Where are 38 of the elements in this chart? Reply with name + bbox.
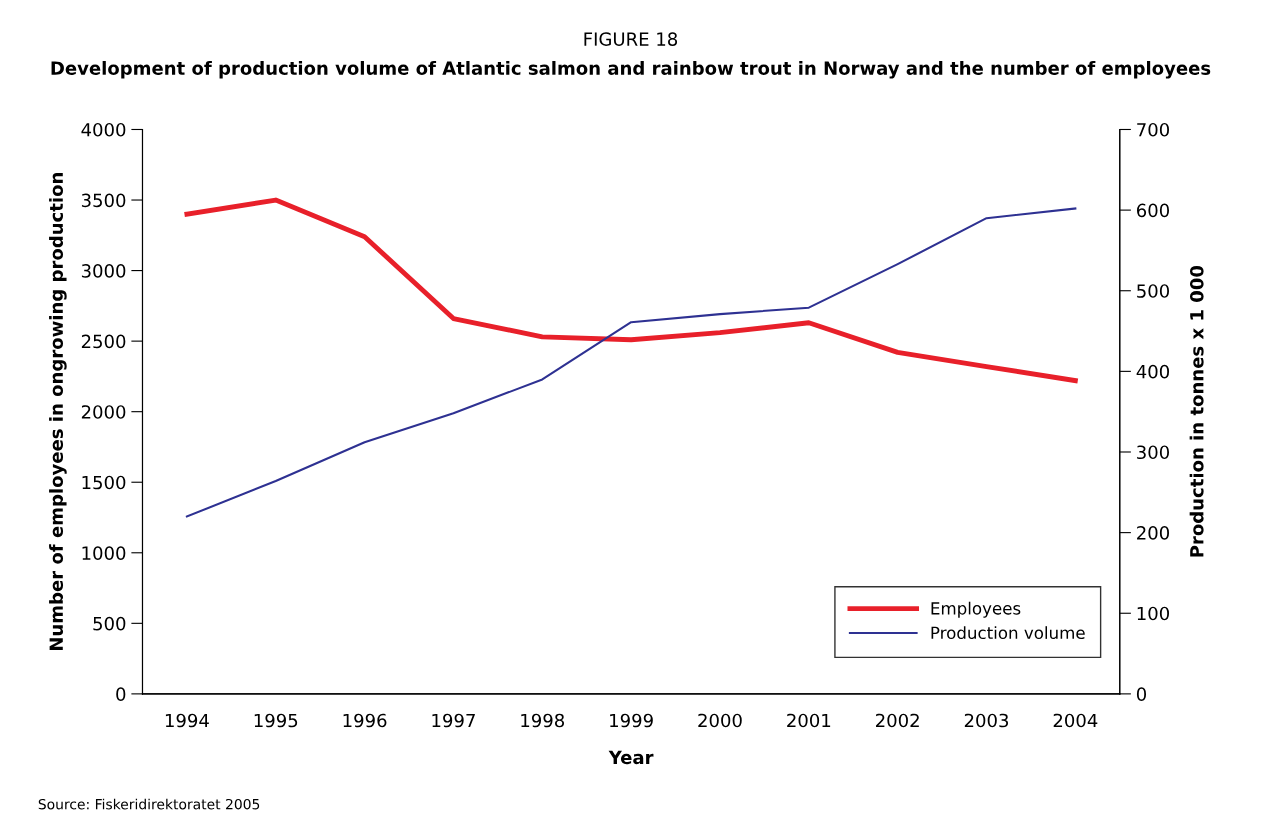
y-tick-label: 2000 [81,405,126,419]
x-tick-label: 1995 [254,713,298,728]
y2-axis-title: Production in tonnes x 1 000 [1189,265,1204,557]
y-tick-label: 0 [116,687,126,701]
x-tick-label: 2003 [964,713,1009,728]
y-tick-label: 1000 [82,546,126,560]
x-tick-label: 2004 [1053,713,1098,728]
y2-tick-label: 600 [1137,203,1169,218]
x-tick-label: 1998 [521,713,565,728]
y-tick-label: 500 [93,616,126,631]
line-series [184,197,1078,384]
x-tick-label: 2001 [787,713,831,728]
line-series [185,207,1077,518]
y2-tick-label: 0 [1136,687,1147,701]
x-tick-label: 2002 [876,713,919,728]
x-tick-label: 1996 [343,713,387,728]
x-tick-label: 1999 [610,713,653,728]
y-tick-label: 4000 [81,122,126,137]
chart-title: FIGURE 18 [584,32,678,46]
y2-tick-label: 100 [1137,606,1169,621]
y-tick-label: 1500 [82,475,126,490]
x-tick-label: 1994 [165,713,209,728]
y-tick-label: 3000 [81,264,126,278]
y2-tick-label: 400 [1136,364,1169,379]
legend-label: Production volume [931,626,1085,640]
y-tick-label: 3500 [81,193,126,208]
y2-tick-label: 500 [1137,284,1169,298]
legend-label: Employees [931,601,1021,618]
chart-subtitle: Development of production volume of Atlantic salmon and rainbow trout in Norway and the number of employees [51,60,1211,79]
y-tick-label: 2500 [81,334,126,349]
x-tick-label: 2000 [698,713,742,728]
y-axis-title: Number of employees in ongrowing production [49,173,67,651]
y2-tick-label: 200 [1137,526,1169,540]
y2-tick-label: 300 [1137,445,1169,460]
x-axis-title: Year [608,750,654,765]
y2-tick-label: 700 [1137,122,1169,137]
x-tick-label: 1997 [432,713,475,728]
source-note: Source: Fiskeridirektoratet 2005 [38,798,260,810]
